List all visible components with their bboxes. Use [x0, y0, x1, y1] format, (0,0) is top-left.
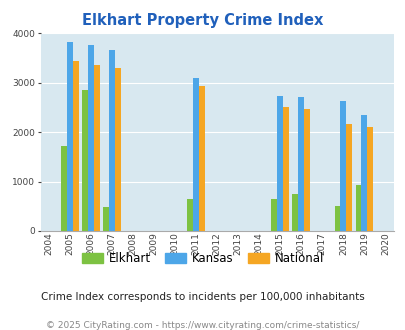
Bar [298, 97, 303, 231]
Bar [292, 194, 298, 231]
Bar [334, 206, 339, 231]
Text: Elkhart Property Crime Index: Elkhart Property Crime Index [82, 13, 323, 28]
Text: © 2025 CityRating.com - https://www.cityrating.com/crime-statistics/: © 2025 CityRating.com - https://www.city… [46, 321, 359, 330]
Bar [277, 96, 283, 231]
Bar [360, 115, 367, 231]
Bar [61, 146, 67, 231]
Bar [339, 101, 345, 231]
Bar [115, 68, 121, 231]
Text: Crime Index corresponds to incidents per 100,000 inhabitants: Crime Index corresponds to incidents per… [41, 292, 364, 302]
Bar [198, 86, 205, 231]
Bar [94, 65, 100, 231]
Bar [67, 42, 73, 231]
Bar [103, 207, 109, 231]
Bar [73, 61, 79, 231]
Legend: Elkhart, Kansas, National: Elkhart, Kansas, National [77, 247, 328, 270]
Bar [82, 90, 88, 231]
Bar [367, 127, 372, 231]
Bar [193, 78, 198, 231]
Bar [109, 50, 115, 231]
Bar [88, 45, 94, 231]
Bar [345, 124, 351, 231]
Bar [271, 199, 277, 231]
Bar [355, 185, 360, 231]
Bar [187, 199, 193, 231]
Bar [283, 107, 288, 231]
Bar [303, 109, 309, 231]
